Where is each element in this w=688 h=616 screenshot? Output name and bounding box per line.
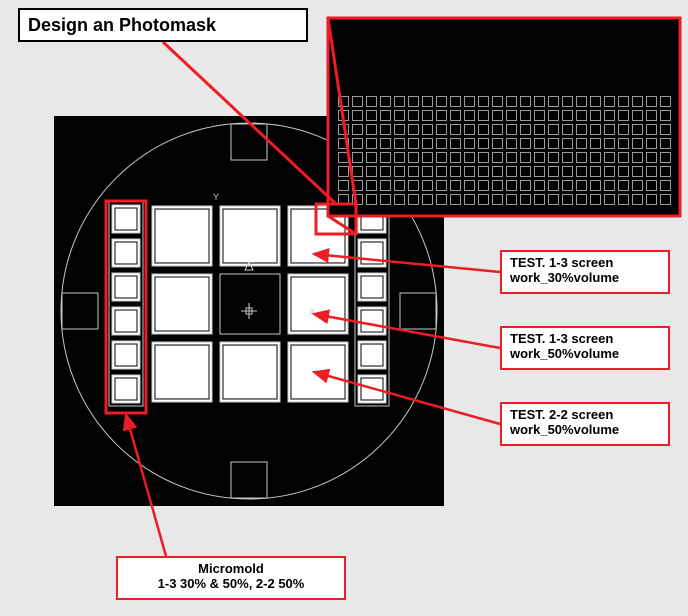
callout-micromold: Micromold 1-3 30% & 50%, 2-2 50% xyxy=(116,556,346,600)
svg-text:X: X xyxy=(309,307,315,317)
title-text: Design an Photomask xyxy=(28,15,216,36)
zoom-micro-grid xyxy=(338,96,671,205)
callout-micromold-line2: 1-3 30% & 50%, 2-2 50% xyxy=(158,576,305,591)
callout-test-30-line1: TEST. 1-3 screen xyxy=(510,255,613,270)
callout-test-50-a-line1: TEST. 1-3 screen xyxy=(510,331,613,346)
zoom-panel xyxy=(328,18,680,216)
callout-test-50-b-line2: work_50%volume xyxy=(510,422,619,437)
callout-test-50-a-line2: work_50%volume xyxy=(510,346,619,361)
stage: X Y Design an Photomask TEST. 1-3 screen … xyxy=(0,0,688,616)
title-label: Design an Photomask xyxy=(18,8,308,42)
callout-test-30: TEST. 1-3 screen work_30%volume xyxy=(500,250,670,294)
callout-test-50-b-line1: TEST. 2-2 screen xyxy=(510,407,613,422)
callout-micromold-line1: Micromold xyxy=(198,561,264,576)
callout-test-50-a: TEST. 1-3 screen work_50%volume xyxy=(500,326,670,370)
callout-test-50-b: TEST. 2-2 screen work_50%volume xyxy=(500,402,670,446)
svg-text:Y: Y xyxy=(213,192,219,202)
callout-test-30-line2: work_30%volume xyxy=(510,270,619,285)
